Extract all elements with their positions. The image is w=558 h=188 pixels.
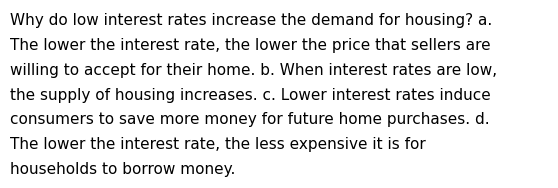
Text: consumers to save more money for future home purchases. d.: consumers to save more money for future …: [10, 112, 490, 127]
Text: The lower the interest rate, the lower the price that sellers are: The lower the interest rate, the lower t…: [10, 38, 490, 53]
Text: households to borrow money.: households to borrow money.: [10, 162, 235, 177]
Text: willing to accept for their home. b. When interest rates are low,: willing to accept for their home. b. Whe…: [10, 63, 497, 78]
Text: Why do low interest rates increase the demand for housing? a.: Why do low interest rates increase the d…: [10, 13, 492, 28]
Text: the supply of housing increases. c. Lower interest rates induce: the supply of housing increases. c. Lowe…: [10, 88, 491, 103]
Text: The lower the interest rate, the less expensive it is for: The lower the interest rate, the less ex…: [10, 137, 426, 152]
